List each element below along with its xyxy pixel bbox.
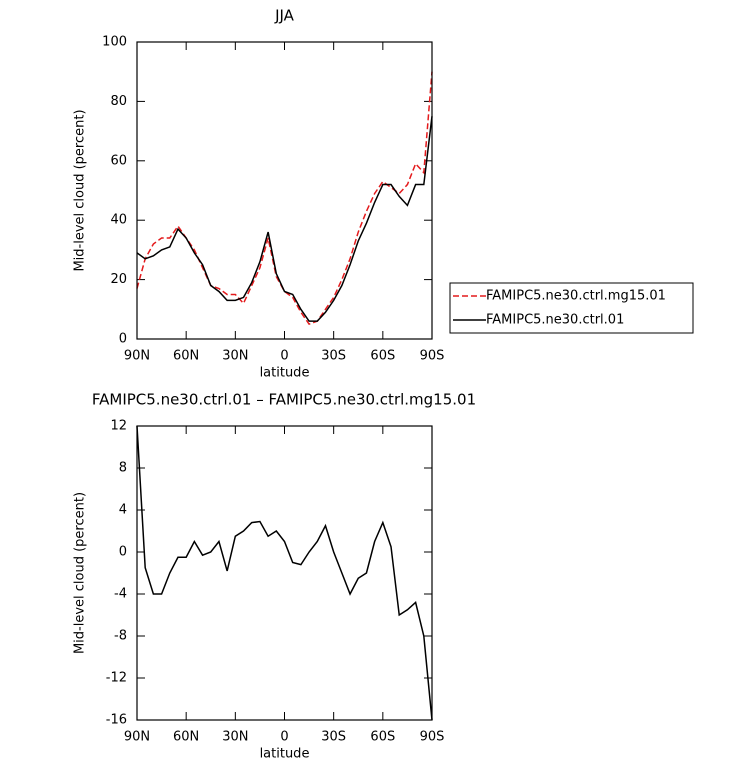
x-tick-label: 30S (321, 349, 346, 364)
legend-box (449, 282, 694, 334)
x-tick-label: 0 (280, 730, 288, 745)
y-tick-label: 4 (119, 503, 127, 518)
x-tick-label: 60S (370, 730, 395, 745)
y-tick-label: 0 (119, 545, 127, 560)
x-tick-label: 90S (420, 730, 445, 745)
line-series (136, 116, 433, 322)
x-axis-label: latitude (260, 366, 310, 381)
plot-frame (136, 425, 433, 721)
y-tick-label: -16 (106, 713, 127, 728)
y-tick-label: 100 (102, 35, 127, 50)
y-axis-label: Mid-level cloud (percent) (73, 492, 88, 654)
y-tick-label: -8 (114, 629, 127, 644)
y-tick-label: -4 (114, 587, 127, 602)
x-tick-label: 0 (280, 349, 288, 364)
plot-frame (136, 41, 433, 340)
x-tick-label: 30N (222, 349, 248, 364)
line-series (136, 71, 433, 326)
y-tick-label: 8 (119, 461, 127, 476)
chart-title: FAMIPC5.ne30.ctrl.01 – FAMIPC5.ne30.ctrl… (92, 391, 476, 409)
y-tick-label: 12 (110, 419, 127, 434)
y-tick-label: 60 (110, 153, 127, 168)
chart-title: JJA (274, 7, 295, 25)
x-tick-label: 60N (173, 349, 199, 364)
x-tick-label: 60S (370, 349, 395, 364)
line-series (136, 425, 433, 721)
x-tick-label: 60N (173, 730, 199, 745)
x-tick-label: 30N (222, 730, 248, 745)
y-axis-label: Mid-level cloud (percent) (73, 109, 88, 271)
y-tick-label: 40 (110, 213, 127, 228)
x-tick-label: 90N (124, 349, 150, 364)
x-tick-label: 30S (321, 730, 346, 745)
y-tick-label: -12 (106, 671, 127, 686)
legend-label: FAMIPC5.ne30.ctrl.01 (486, 313, 624, 328)
y-tick-label: 20 (110, 272, 127, 287)
y-tick-label: 0 (119, 332, 127, 347)
legend-label: FAMIPC5.ne30.ctrl.mg15.01 (486, 289, 666, 304)
x-axis-label: latitude (260, 747, 310, 762)
x-tick-label: 90N (124, 730, 150, 745)
y-tick-label: 80 (110, 94, 127, 109)
x-tick-label: 90S (420, 349, 445, 364)
